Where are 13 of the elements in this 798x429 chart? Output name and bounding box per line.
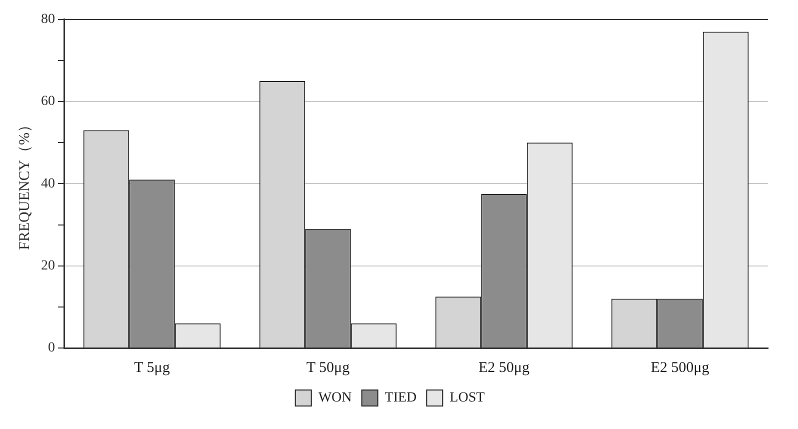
x-tick-label: E2 500μg xyxy=(650,360,710,376)
y-tick-label: 20 xyxy=(41,258,55,274)
y-tick-label: 80 xyxy=(41,12,55,28)
y-tick-label: 0 xyxy=(48,340,55,356)
y-axis-title: FREQUENCY（%） xyxy=(16,117,33,250)
legend-label: TIED xyxy=(384,390,417,406)
legend-label: LOST xyxy=(450,390,486,406)
legend-label: WON xyxy=(318,390,352,406)
y-tick-label: 60 xyxy=(41,94,55,110)
x-tick-label: T 50μg xyxy=(306,360,350,376)
x-tick-label: E2 50μg xyxy=(478,360,530,376)
x-tick-label: T 5μg xyxy=(134,360,170,376)
y-tick-label: 40 xyxy=(41,176,55,192)
